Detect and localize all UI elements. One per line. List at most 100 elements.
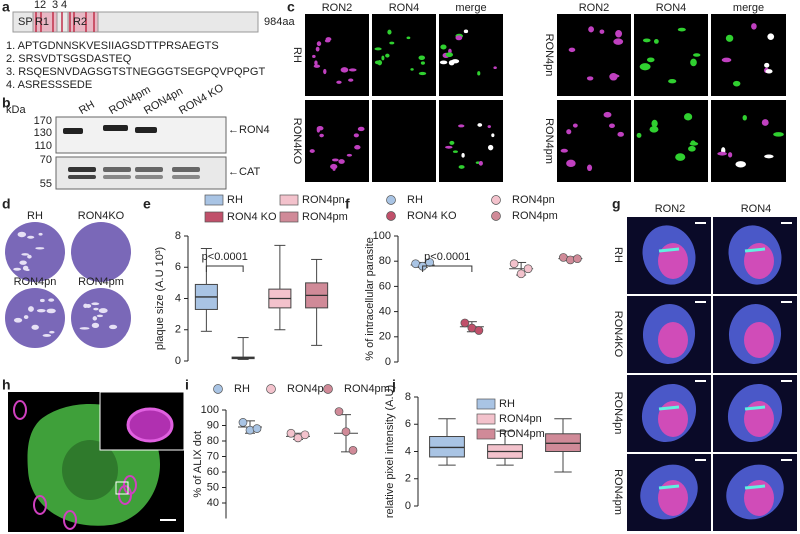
- plaque: [109, 324, 118, 330]
- signal: [331, 158, 339, 162]
- legend-swatch: [279, 211, 299, 223]
- cell: [658, 243, 688, 279]
- cell: [658, 322, 688, 358]
- lane-label: RH: [77, 99, 97, 117]
- row-label: RON4pn: [612, 392, 624, 435]
- sequence: 4. ASRESSSEDE: [6, 79, 92, 91]
- signal: [658, 405, 680, 411]
- signal: [445, 52, 454, 58]
- sequence: 1. APTGDNNSKVESIIAGSDTTPRSAEGTS: [6, 40, 219, 52]
- micrograph: [711, 14, 786, 96]
- cell: [658, 480, 688, 516]
- signal: [651, 119, 658, 128]
- panel-label: i: [185, 377, 189, 393]
- micrograph: [372, 100, 436, 182]
- well: [71, 288, 131, 348]
- signal: [566, 129, 572, 135]
- channel-header: RON4: [656, 2, 687, 14]
- signal: [717, 151, 727, 156]
- plaque: [42, 334, 52, 337]
- signal: [389, 41, 395, 45]
- domain-label: R2: [73, 16, 87, 28]
- signal: [323, 68, 327, 75]
- plaque: [23, 315, 29, 320]
- y-tick-label: 60: [379, 280, 391, 292]
- micrograph: [557, 14, 631, 96]
- signal: [313, 64, 321, 68]
- panel-label: a: [2, 0, 10, 15]
- panel-label: f: [345, 196, 350, 212]
- significance-bracket: [205, 265, 244, 272]
- y-tick-label: 2: [405, 473, 411, 485]
- y-tick-label: 6: [405, 418, 411, 430]
- signal: [354, 145, 361, 150]
- signal: [744, 247, 766, 253]
- legend-swatch: [476, 428, 496, 440]
- channel-header: RON2: [655, 203, 686, 215]
- signal: [458, 124, 465, 128]
- signal: [646, 57, 655, 63]
- signal: [566, 159, 576, 168]
- legend-swatch: [266, 384, 276, 394]
- box: [429, 436, 465, 458]
- signal: [461, 152, 465, 158]
- plaque: [36, 308, 46, 313]
- signal: [487, 144, 494, 151]
- parasite: [126, 407, 174, 443]
- signal: [586, 76, 594, 81]
- signal: [728, 152, 733, 158]
- signal: [721, 57, 732, 63]
- band: [135, 167, 163, 172]
- dot: [252, 424, 262, 433]
- signal: [387, 29, 392, 35]
- y-axis-label: % of intracellular parasite: [364, 237, 376, 361]
- signal: [348, 68, 357, 72]
- annotation: p<0.0001: [424, 251, 470, 263]
- dot: [474, 326, 484, 335]
- cell: [744, 480, 774, 516]
- dot: [573, 254, 582, 264]
- parasite: [13, 400, 27, 420]
- signal: [764, 154, 774, 159]
- y-tick-label: 20: [379, 331, 391, 343]
- signal: [690, 58, 697, 67]
- parasite: [33, 495, 47, 515]
- signal: [690, 140, 696, 146]
- signal: [751, 23, 757, 30]
- legend-label: RH: [499, 398, 515, 410]
- signal: [688, 145, 696, 152]
- signal: [420, 61, 425, 65]
- legend-label: RON4pn: [302, 194, 345, 206]
- dot: [245, 425, 255, 435]
- signal: [744, 405, 766, 411]
- sequence: 3. RSQESNVDAGSGTSTNEGGGTSEGPQVPQPGT: [6, 66, 265, 78]
- plaque: [93, 307, 99, 311]
- signal: [744, 484, 766, 490]
- y-tick-label: 0: [405, 500, 411, 512]
- signal: [325, 37, 332, 42]
- signal: [487, 125, 491, 129]
- signal: [586, 164, 593, 172]
- plaque: [35, 247, 45, 250]
- row-label: RON4pn: [543, 34, 555, 77]
- panel-label: c: [287, 0, 295, 15]
- plaque: [91, 302, 100, 306]
- signal: [732, 80, 741, 87]
- y-axis-label: plaque size (A.U 10³): [154, 247, 166, 350]
- y-tick-label: 8: [405, 391, 411, 403]
- signal: [374, 47, 382, 51]
- plaque: [38, 232, 43, 236]
- band: [135, 127, 157, 133]
- band: [172, 175, 200, 179]
- signal: [683, 113, 693, 121]
- signal: [445, 145, 453, 149]
- micrograph: [305, 100, 369, 182]
- signal: [613, 38, 624, 45]
- plaque: [17, 231, 27, 238]
- signal: [381, 55, 385, 61]
- annotation: p<0.0001: [202, 251, 248, 263]
- well-label: RON4KO: [78, 210, 125, 222]
- well: [5, 288, 65, 348]
- signal: [477, 71, 481, 76]
- signal: [491, 133, 495, 138]
